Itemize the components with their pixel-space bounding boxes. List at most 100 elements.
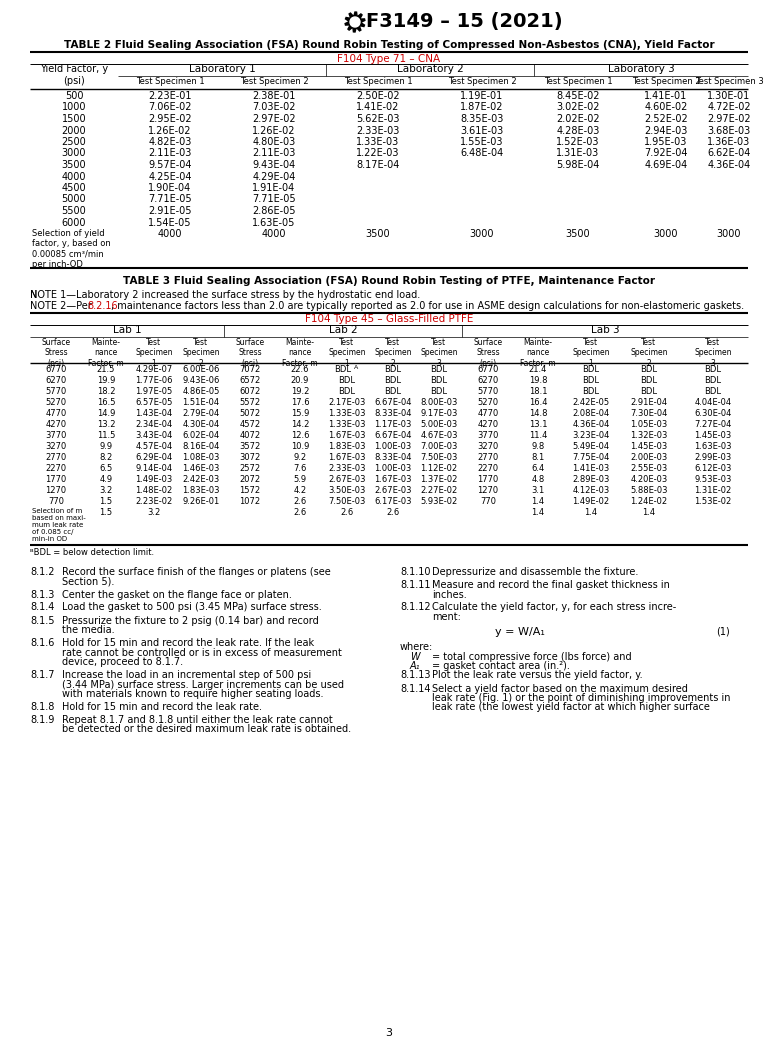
Text: 4.29E-07: 4.29E-07 [135, 365, 173, 374]
Text: 9.53E-03: 9.53E-03 [694, 475, 731, 484]
Text: 13.1: 13.1 [529, 420, 547, 429]
Text: leak rate (the lowest yield factor at which higher surface: leak rate (the lowest yield factor at wh… [432, 703, 710, 712]
Text: 3000: 3000 [61, 149, 86, 158]
Text: Test
Specimen
2: Test Specimen 2 [630, 338, 668, 367]
Text: 2.99E-03: 2.99E-03 [695, 453, 731, 462]
Text: , maintenance factors less than 2.0 are typically reported as 2.0 for use in ASM: , maintenance factors less than 2.0 are … [111, 301, 744, 311]
Text: 2.27E-02: 2.27E-02 [420, 486, 457, 496]
Text: 1.46E-03: 1.46E-03 [182, 464, 219, 473]
Text: 4270: 4270 [45, 420, 67, 429]
Text: 1.48E-02: 1.48E-02 [135, 486, 173, 496]
Text: 1.31E-02: 1.31E-02 [695, 486, 731, 496]
Text: Surface
Stress
(psi): Surface Stress (psi) [474, 338, 503, 367]
Text: Test Specimen 1: Test Specimen 1 [135, 77, 205, 86]
Text: 9.8: 9.8 [531, 442, 545, 451]
Text: BDL: BDL [640, 376, 657, 385]
Text: 3500: 3500 [366, 229, 391, 239]
Text: 1.00E-03: 1.00E-03 [374, 442, 412, 451]
Text: 1.12E-02: 1.12E-02 [420, 464, 457, 473]
Text: 2.6: 2.6 [293, 508, 307, 517]
Text: 1270: 1270 [478, 486, 499, 496]
Text: Calculate the yield factor, y, for each stress incre-: Calculate the yield factor, y, for each … [432, 603, 676, 612]
Text: 7.00E-03: 7.00E-03 [420, 442, 457, 451]
Text: 3572: 3572 [240, 442, 261, 451]
Text: Surface
Stress
(psi): Surface Stress (psi) [236, 338, 265, 367]
Text: 8.1.8: 8.1.8 [30, 702, 54, 712]
Text: = total compressive force (lbs force) and: = total compressive force (lbs force) an… [432, 652, 632, 661]
Text: 6270: 6270 [478, 376, 499, 385]
Text: 4.36E-04: 4.36E-04 [707, 160, 751, 170]
Text: Test
Specimen
1: Test Specimen 1 [328, 338, 366, 367]
Text: 4072: 4072 [240, 431, 261, 440]
Text: 1.31E-03: 1.31E-03 [556, 149, 600, 158]
Text: 5572: 5572 [240, 398, 261, 407]
Text: 1.41E-02: 1.41E-02 [356, 102, 400, 112]
Text: 5770: 5770 [478, 387, 499, 396]
Circle shape [350, 17, 360, 27]
Text: 1.53E-02: 1.53E-02 [695, 497, 731, 506]
Text: 4000: 4000 [261, 229, 286, 239]
Text: Laboratory 2: Laboratory 2 [397, 64, 464, 74]
Text: 8.1.3: 8.1.3 [30, 589, 54, 600]
Text: 2.6: 2.6 [340, 508, 354, 517]
Text: 4.2: 4.2 [293, 486, 307, 496]
Text: 8.33E-04: 8.33E-04 [374, 409, 412, 418]
Text: 2270: 2270 [45, 464, 67, 473]
Text: 1.51E-04: 1.51E-04 [182, 398, 219, 407]
Text: 4000: 4000 [158, 229, 182, 239]
Text: Test Specimen 3: Test Specimen 3 [695, 77, 763, 86]
Text: BDL: BDL [338, 376, 356, 385]
Text: TABLE 2 Fluid Sealing Association (FSA) Round Robin Testing of Compressed Non-As: TABLE 2 Fluid Sealing Association (FSA) … [64, 40, 714, 50]
Text: Plot the leak rate versus the yield factor, y.: Plot the leak rate versus the yield fact… [432, 670, 643, 681]
Text: BDL: BDL [583, 387, 600, 396]
Text: F104 Type 71 – CNA: F104 Type 71 – CNA [338, 53, 440, 64]
Text: 3.68E-03: 3.68E-03 [707, 126, 751, 135]
Text: 20.9: 20.9 [291, 376, 309, 385]
Text: 6.4: 6.4 [531, 464, 545, 473]
Text: BDL: BDL [640, 387, 657, 396]
Text: NOTE 1—Laboratory 2 increased the surface stress by the hydrostatic end load.: NOTE 1—Laboratory 2 increased the surfac… [30, 290, 420, 300]
Text: 5000: 5000 [61, 195, 86, 204]
Text: 1770: 1770 [478, 475, 499, 484]
Text: 4770: 4770 [478, 409, 499, 418]
Text: ᴮBDL = below detection limit.: ᴮBDL = below detection limit. [30, 548, 154, 557]
Text: BDL: BDL [583, 376, 600, 385]
Text: 1.24E-02: 1.24E-02 [630, 497, 668, 506]
Text: 3.2: 3.2 [147, 508, 160, 517]
Text: 2.42E-03: 2.42E-03 [182, 475, 219, 484]
Text: 4.20E-03: 4.20E-03 [630, 475, 668, 484]
Text: 1.83E-03: 1.83E-03 [182, 486, 219, 496]
Text: Laboratory 1: Laboratory 1 [188, 64, 255, 74]
Text: 6.30E-04: 6.30E-04 [694, 409, 731, 418]
Text: 6270: 6270 [45, 376, 67, 385]
Text: 3.43E-04: 3.43E-04 [135, 431, 173, 440]
Text: Hold for 15 min and record the leak rate. If the leak: Hold for 15 min and record the leak rate… [62, 638, 314, 648]
Text: the media.: the media. [62, 625, 114, 635]
Text: 16.4: 16.4 [529, 398, 547, 407]
Text: 15.9: 15.9 [291, 409, 309, 418]
Text: BDL: BDL [338, 387, 356, 396]
Text: 1.63E-05: 1.63E-05 [252, 218, 296, 228]
Text: Laboratory 3: Laboratory 3 [608, 64, 675, 74]
Text: Mainte-
nance
Factor, m: Mainte- nance Factor, m [520, 338, 555, 367]
Text: 2.02E-02: 2.02E-02 [556, 115, 600, 124]
Text: 4.9: 4.9 [100, 475, 113, 484]
Text: 1.52E-03: 1.52E-03 [556, 137, 600, 147]
Text: 7.6: 7.6 [293, 464, 307, 473]
Text: where:: where: [400, 642, 433, 652]
Text: 3.02E-02: 3.02E-02 [556, 102, 600, 112]
Text: 6072: 6072 [240, 387, 261, 396]
Text: 7.92E-04: 7.92E-04 [644, 149, 688, 158]
Text: 4.69E-04: 4.69E-04 [644, 160, 688, 170]
Text: Test
Specimen
3: Test Specimen 3 [694, 338, 732, 367]
Text: 3000: 3000 [470, 229, 494, 239]
Text: Lab 1: Lab 1 [113, 325, 142, 335]
Text: 1072: 1072 [240, 497, 261, 506]
Text: 8.1: 8.1 [531, 453, 545, 462]
Text: 5270: 5270 [478, 398, 499, 407]
Text: Lab 2: Lab 2 [328, 325, 357, 335]
Text: 2500: 2500 [61, 137, 86, 147]
Text: BDL: BDL [430, 376, 447, 385]
Text: 2.86E-05: 2.86E-05 [252, 206, 296, 215]
Text: BDL: BDL [384, 365, 401, 374]
